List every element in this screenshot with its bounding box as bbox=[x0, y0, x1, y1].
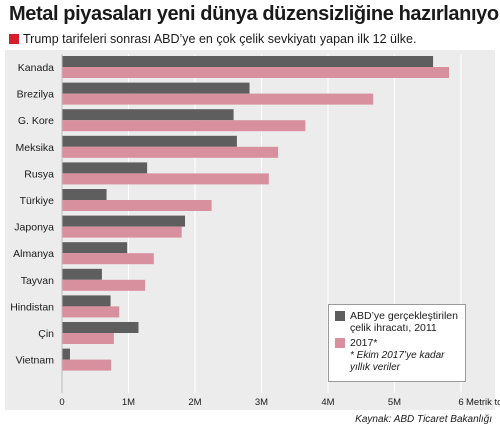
category-label: Japonya bbox=[14, 222, 54, 234]
x-tick-label: 6 bbox=[458, 397, 463, 408]
x-tick-label: 2M bbox=[188, 397, 201, 408]
legend-swatch-2017 bbox=[335, 338, 345, 348]
subtitle-marker-icon bbox=[9, 34, 19, 44]
category-label: Brezilya bbox=[17, 89, 55, 101]
category-label: Kanada bbox=[18, 62, 54, 74]
legend-item-2011: ABD’ye gerçekleştirilen çelik ihracatı, … bbox=[335, 310, 459, 334]
bar-2017-10 bbox=[62, 333, 114, 344]
bar-2011-11 bbox=[62, 348, 70, 360]
chart-legend: ABD’ye gerçekleştirilen çelik ihracatı, … bbox=[328, 304, 466, 382]
bar-2017-4 bbox=[62, 173, 269, 185]
bar-2011-0 bbox=[62, 56, 434, 67]
legend-item-2017: 2017* bbox=[335, 337, 459, 349]
bar-2011-3 bbox=[62, 135, 237, 147]
bar-2017-5 bbox=[62, 200, 212, 211]
category-label: Türkiye bbox=[20, 195, 55, 207]
bar-2011-1 bbox=[62, 82, 250, 94]
x-tick-label: 3M bbox=[255, 397, 268, 408]
category-label: Almanya bbox=[13, 248, 54, 260]
bar-2017-9 bbox=[62, 306, 120, 318]
bar-2017-0 bbox=[62, 67, 450, 78]
source-note: Kaynak: ABD Ticaret Bakanlığı bbox=[355, 414, 492, 425]
bar-2017-3 bbox=[62, 146, 279, 158]
x-tick-label: 5M bbox=[388, 397, 401, 408]
bar-2011-7 bbox=[62, 242, 128, 254]
category-label: Vietnam bbox=[16, 355, 55, 367]
bar-2017-7 bbox=[62, 253, 154, 265]
category-label: Hindistan bbox=[10, 301, 54, 313]
subtitle-text: Trump tarifeleri sonrası ABD’ye en çok ç… bbox=[23, 32, 417, 46]
bar-2011-5 bbox=[62, 189, 107, 200]
legend-note: * Ekim 2017’ye kadar yıllık veriler bbox=[350, 350, 445, 373]
chart-title: Metal piyasaları yeni dünya düzensizliği… bbox=[9, 3, 500, 25]
category-label: Tayvan bbox=[21, 275, 54, 287]
bar-2017-6 bbox=[62, 226, 182, 238]
bar-2017-8 bbox=[62, 279, 146, 291]
x-tick-label: 0 bbox=[59, 397, 64, 408]
chart-subtitle: Trump tarifeleri sonrası ABD’ye en çok ç… bbox=[9, 32, 416, 46]
bar-2011-8 bbox=[62, 268, 102, 280]
bar-2011-9 bbox=[62, 295, 111, 307]
bar-2017-11 bbox=[62, 359, 112, 371]
category-label: Rusya bbox=[24, 168, 54, 180]
bar-2011-2 bbox=[62, 109, 234, 121]
x-tick-label: 1M bbox=[122, 397, 135, 408]
x-axis-unit: Metrik ton bbox=[466, 397, 500, 408]
legend-label-2011: ABD’ye gerçekleştirilen çelik ihracatı, … bbox=[350, 310, 458, 334]
legend-swatch-2011 bbox=[335, 311, 345, 321]
bar-2011-4 bbox=[62, 162, 148, 174]
x-tick-label: 4M bbox=[321, 397, 334, 408]
category-label: G. Kore bbox=[18, 115, 54, 127]
category-label: Çin bbox=[38, 328, 54, 340]
category-label: Meksika bbox=[15, 142, 54, 154]
bar-2017-1 bbox=[62, 93, 374, 105]
bar-2011-10 bbox=[62, 322, 139, 333]
legend-label-2017: 2017* bbox=[350, 337, 378, 349]
bar-2017-2 bbox=[62, 120, 306, 132]
bar-2011-6 bbox=[62, 215, 186, 227]
